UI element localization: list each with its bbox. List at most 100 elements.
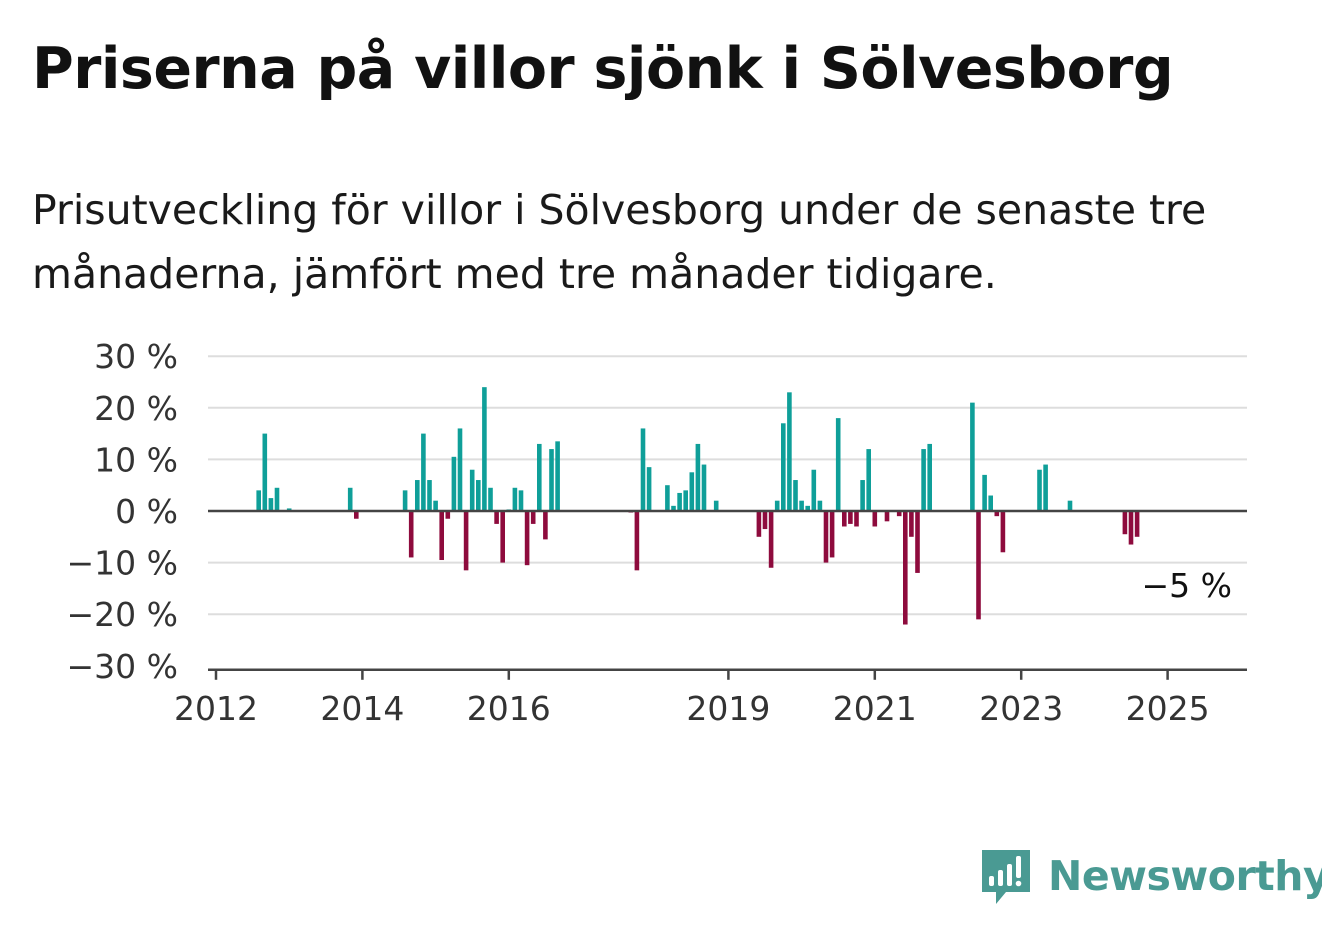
bar — [640, 428, 646, 511]
bar — [268, 498, 274, 511]
bar — [646, 467, 652, 511]
bar — [1128, 511, 1134, 545]
bar — [445, 511, 451, 519]
bar — [433, 500, 438, 511]
x-tick-label: 2021 — [833, 689, 917, 728]
bar — [842, 511, 847, 527]
bar — [543, 511, 548, 540]
bar — [872, 511, 878, 527]
bar — [457, 428, 463, 511]
bar — [476, 480, 481, 511]
chart-subtitle: Prisutveckling för villor i Sölvesborg u… — [32, 186, 1207, 298]
bar — [439, 511, 444, 561]
bar — [1067, 500, 1073, 511]
bar — [683, 490, 688, 511]
bars — [256, 387, 1140, 625]
y-tick-label: −30 % — [67, 647, 179, 686]
bar — [896, 511, 902, 517]
bar — [1000, 511, 1006, 553]
x-tick-label: 2025 — [1126, 689, 1210, 728]
x-tick-label: 2023 — [979, 689, 1063, 728]
bar — [402, 490, 408, 511]
bar — [1134, 511, 1140, 537]
last-value-label: −5 % — [1142, 566, 1233, 605]
bar — [866, 449, 871, 511]
bar — [262, 433, 268, 511]
bar — [482, 387, 487, 511]
bar-chart: 30 % 20 % 10 % 0 % −10 % −20 % −30 %2012 2014 20… — [67, 337, 1247, 728]
bar — [884, 511, 890, 522]
bar — [909, 511, 914, 537]
y-tick-label: −10 % — [67, 544, 179, 583]
bar — [915, 511, 920, 573]
bar — [701, 464, 707, 511]
bar — [421, 433, 426, 511]
bar — [408, 511, 414, 558]
chart-title: Priserna på villor sjönk i Sölvesborg — [32, 36, 1174, 102]
y-tick-label: 20 % — [94, 389, 178, 428]
bar — [695, 443, 701, 511]
bar — [762, 511, 768, 530]
y-tick-label: −20 % — [67, 595, 179, 634]
bar — [774, 500, 780, 511]
bar — [677, 492, 682, 511]
bar — [781, 423, 786, 511]
bar — [530, 511, 536, 524]
bar — [982, 474, 987, 511]
bar — [994, 511, 1000, 517]
bar — [817, 500, 823, 511]
x-tick-label: 2012 — [174, 689, 258, 728]
bar — [823, 511, 829, 563]
bar — [829, 511, 835, 558]
bar — [793, 480, 798, 511]
bar — [756, 511, 762, 537]
x-tick-label: 2014 — [320, 689, 404, 728]
bar — [512, 487, 518, 511]
bar — [799, 500, 804, 511]
bar — [713, 500, 719, 511]
y-tick-label: 30 % — [94, 337, 178, 376]
bar — [860, 480, 865, 511]
bar — [469, 469, 475, 511]
bar — [518, 490, 524, 511]
bar — [921, 449, 926, 511]
bar — [274, 487, 280, 511]
bar — [927, 443, 932, 511]
bar — [256, 490, 261, 511]
bar — [768, 511, 774, 568]
bar — [286, 508, 292, 511]
bar — [811, 469, 817, 511]
bar — [555, 441, 560, 511]
x-tick-label: 2016 — [467, 689, 551, 728]
bar — [689, 472, 695, 511]
bar — [854, 511, 859, 527]
bar — [988, 495, 993, 511]
bar — [549, 449, 554, 511]
grid-lines — [208, 355, 1247, 616]
bar — [451, 456, 457, 511]
bar — [848, 511, 853, 524]
y-tick-label: 0 % — [115, 492, 178, 531]
y-tick-label: 10 % — [94, 440, 178, 479]
newsworthy-logo: Newsworthy — [978, 846, 1322, 912]
bar — [976, 511, 981, 620]
bar — [488, 487, 493, 511]
bar — [1043, 464, 1048, 511]
bar — [671, 505, 676, 511]
bar — [634, 511, 640, 571]
bar — [354, 511, 359, 519]
brand-name: Newsworthy — [1048, 852, 1322, 900]
bar — [665, 485, 670, 511]
x-tick-label: 2019 — [686, 689, 770, 728]
bar — [415, 480, 420, 511]
bar — [427, 480, 432, 511]
bar — [1037, 469, 1042, 511]
bar — [494, 511, 499, 524]
bar — [500, 511, 505, 563]
bar — [524, 511, 530, 566]
bar — [347, 487, 353, 511]
bar — [835, 418, 841, 511]
labels: 30 % 20 % 10 % 0 % −10 % −20 % −30 %2012 2014 20… — [67, 337, 1233, 728]
bar — [903, 511, 908, 625]
newsworthy-logo-icon — [982, 850, 1030, 904]
